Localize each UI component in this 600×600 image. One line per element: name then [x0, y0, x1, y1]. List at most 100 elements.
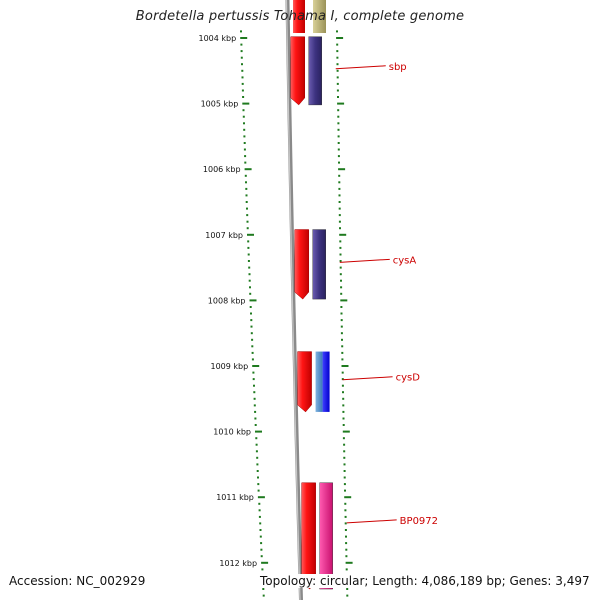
tick-mark-right: [345, 568, 348, 571]
tick-mark-left: [245, 187, 248, 190]
tick-mark-left: [246, 214, 249, 217]
tick-mark-right: [338, 181, 341, 184]
tick-mark-left: [251, 338, 254, 341]
gene-label-BP0972[interactable]: BP0972: [400, 516, 438, 527]
tick-mark-right: [342, 391, 344, 394]
tick-mark-right: [339, 273, 342, 276]
tick-mark-left: [250, 319, 253, 322]
tick-mark-right: [339, 240, 342, 243]
tick-mark-left: [244, 168, 252, 171]
tick-mark-right: [341, 384, 344, 387]
tick-mark-right: [344, 509, 347, 512]
tick-mark-right: [339, 227, 341, 230]
tick-mark-left: [252, 365, 260, 367]
tick-mark-left: [244, 155, 247, 158]
backbone-highlight: [285, 0, 301, 600]
tick-mark-left: [261, 561, 269, 564]
tick-mark-left: [241, 82, 244, 85]
tick-mark-right: [337, 102, 345, 105]
tick-mark-left: [257, 476, 259, 479]
tick-mark-left: [251, 351, 254, 354]
gene-label-sbp[interactable]: sbp: [389, 62, 407, 73]
tick-mark-right: [337, 148, 340, 151]
gene-label-cysD[interactable]: cysD: [396, 373, 421, 384]
backbone-line: [285, 0, 303, 600]
tick-mark-right: [343, 463, 346, 466]
tick-mark-right: [337, 135, 340, 138]
tick-mark-left: [260, 555, 263, 558]
tick-mark-left: [242, 102, 250, 105]
tick-mark-left: [243, 142, 246, 144]
tick-mark-right: [340, 312, 343, 315]
tick-mark-right: [337, 122, 340, 125]
tick-label: 1008 kbp: [208, 296, 246, 305]
tick-mark-right: [338, 201, 341, 203]
tick-mark-left: [248, 266, 251, 269]
tick-mark-right: [343, 476, 346, 479]
gene-feature-BP0972: [319, 482, 333, 590]
tick-mark-left: [252, 371, 255, 374]
tick-label: 1005 kbp: [201, 100, 239, 109]
tick-mark-right: [336, 69, 339, 72]
topology-text: Topology: circular; Length: 4,086,189 bp…: [258, 574, 592, 588]
gene-feature-sbp: [308, 36, 322, 106]
tick-mark-left: [249, 286, 251, 289]
gene-label-cysA[interactable]: cysA: [393, 255, 417, 266]
tick-mark-right: [340, 286, 343, 289]
gene-feature-cysD-b: [322, 351, 330, 412]
tick-mark-right: [340, 292, 343, 295]
tick-mark-left: [255, 450, 258, 453]
tick-mark-right: [343, 483, 346, 486]
tick-mark-left: [260, 548, 263, 551]
accession-text: Accession: NC_002929: [7, 574, 148, 588]
tick-mark-right: [343, 443, 346, 446]
tick-mark-left: [243, 135, 246, 138]
tick-mark-right: [336, 50, 339, 53]
tick-mark-right: [341, 351, 344, 354]
tick-mark-left: [249, 299, 257, 302]
tick-mark-right: [338, 174, 341, 177]
tick-mark-left: [258, 509, 261, 512]
gene-arrow-cysA: [294, 229, 310, 300]
tick-mark-left: [249, 306, 252, 308]
tick-mark-left: [243, 122, 245, 125]
tick-mark-left: [240, 43, 243, 46]
tick-mark-left: [258, 502, 261, 505]
tick-label: 1012 kbp: [219, 559, 257, 568]
tick-mark-left: [251, 345, 254, 348]
tick-mark-left: [260, 542, 263, 545]
tick-mark-left: [249, 292, 252, 295]
tick-mark-right: [336, 30, 338, 33]
tick-mark-left: [255, 443, 258, 446]
tick-mark-left: [247, 233, 254, 236]
tick-mark-left: [241, 63, 243, 66]
tick-mark-left: [242, 115, 245, 118]
tick-mark-left: [253, 384, 255, 387]
tick-mark-left: [253, 391, 256, 394]
tick-mark-left: [254, 417, 257, 420]
gene-feature-cysA: [312, 229, 326, 300]
tick-mark-right: [340, 332, 343, 335]
tick-mark-right: [336, 76, 339, 79]
tick-mark-right: [345, 535, 347, 538]
tick-mark-right: [341, 378, 344, 381]
tick-mark-left: [259, 529, 262, 531]
tick-mark-left: [240, 37, 248, 39]
gene-arrow-top-partial: [293, 0, 305, 33]
tick-mark-left: [247, 240, 250, 243]
tick-mark-left: [245, 194, 248, 197]
gene-feature-top-partial: [313, 0, 326, 33]
tick-mark-right: [341, 365, 349, 367]
tick-mark-right: [338, 207, 341, 210]
tick-mark-left: [243, 128, 246, 131]
tick-mark-right: [340, 319, 343, 322]
map-title: Bordetella pertussis Tohama I, complete …: [135, 9, 465, 24]
tick-label: 1006 kbp: [203, 165, 241, 174]
tick-mark-left: [259, 535, 262, 538]
tick-mark-right: [339, 260, 342, 262]
tick-mark-right: [344, 522, 347, 525]
tick-mark-right: [342, 430, 350, 433]
tick-mark-right: [345, 561, 353, 564]
tick-label: 1007 kbp: [205, 231, 243, 240]
